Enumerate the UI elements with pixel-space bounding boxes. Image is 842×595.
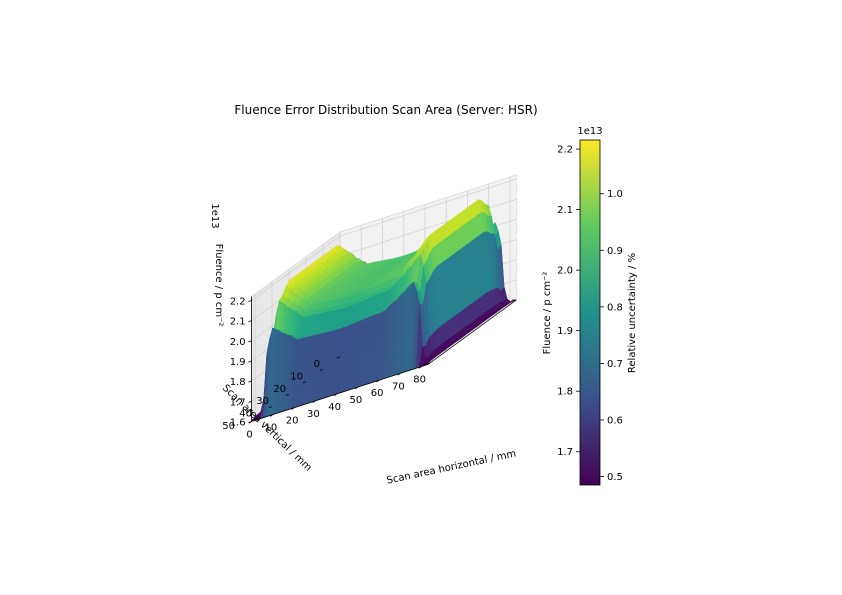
z-tick-label: 2.0: [230, 337, 246, 348]
x-tick-label: 30: [307, 409, 320, 420]
grid-line-z: [339, 178, 517, 237]
y-tick-mark: [268, 406, 273, 409]
x-tick-mark: [376, 379, 380, 383]
colorbar-right-tick-label: 0.8: [607, 302, 623, 313]
colorbar-left-tick-label: 2.1: [557, 205, 573, 216]
colorbar-left-label: Fluence / p cm⁻²: [542, 272, 553, 355]
z-offset-label: 1e13: [209, 203, 220, 228]
y-axis-line: [427, 299, 517, 365]
y-tick-label: 10: [290, 371, 303, 382]
z-tick-label: 1.6: [230, 418, 246, 429]
z-tick-mark: [248, 360, 252, 363]
colorbar: [579, 139, 601, 486]
x-tick-mark: [333, 393, 337, 397]
y-tick-mark: [285, 393, 290, 396]
z-tick-label: 1.9: [230, 357, 246, 368]
z-tick-label: 1.8: [230, 377, 246, 388]
y-tick-label: 0: [314, 359, 320, 370]
surface-plot: [251, 199, 517, 422]
z-tick-mark: [248, 300, 252, 302]
x-tick-label: 0: [246, 430, 252, 441]
x-tick-label: 60: [371, 388, 384, 399]
z-tick-label: 2.1: [230, 317, 246, 328]
y-tick-mark: [251, 418, 256, 421]
y-tick-mark: [302, 381, 307, 384]
z-axis-label: Fluence / p cm⁻²: [213, 244, 224, 327]
y-tick-label: 30: [256, 396, 269, 407]
y-tick-mark: [336, 356, 341, 359]
y-tick-label: 20: [273, 384, 286, 395]
x-tick-label: 10: [265, 423, 278, 434]
x-tick-label: 80: [413, 375, 426, 386]
colorbar-right-label: Relative uncertainty / %: [627, 253, 638, 373]
z-tick-label: 2.2: [230, 297, 246, 308]
z-tick-mark: [248, 320, 252, 323]
colorbar-left-tick-label: 1.9: [557, 326, 573, 337]
grid-line-z: [251, 235, 341, 301]
colorbar-offset-label: 1e13: [577, 126, 602, 137]
x-tick-mark: [270, 414, 274, 417]
axes-3d: 01020304050607080010203040501.61.71.81.9…: [222, 296, 517, 441]
chart-title: Fluence Error Distribution Scan Area (Se…: [234, 103, 537, 117]
y-tick-mark: [319, 369, 324, 371]
x-tick-mark: [418, 366, 422, 369]
x-tick-label: 70: [392, 381, 405, 392]
colorbar-left-tick-label: 2.0: [557, 266, 573, 277]
colorbar-right-tick-label: 0.5: [607, 472, 623, 483]
x-tick-mark: [312, 400, 316, 404]
z-tick-mark: [248, 400, 252, 403]
x-tick-mark: [355, 386, 359, 390]
colorbar-right-tick-label: 0.7: [607, 359, 623, 370]
x-tick-label: 20: [286, 416, 299, 427]
z-tick-label: 1.7: [230, 397, 246, 408]
x-tick-label: 50: [350, 395, 363, 406]
colorbar-left-tick-label: 1.8: [557, 387, 573, 398]
z-tick-mark: [248, 380, 252, 383]
x-tick-mark: [291, 407, 295, 410]
y-tick-label: 50: [222, 421, 235, 432]
x-axis-line: [251, 364, 429, 422]
colorbar-right-tick-label: 0.9: [607, 246, 623, 257]
colorbar-right-tick-label: 0.6: [607, 415, 623, 426]
y-tick-label: 40: [239, 409, 252, 420]
x-tick-label: 40: [328, 402, 341, 413]
colorbar-ticks: 1.7 1.8 1.9 2.0 2.1 2.2 0.5 0.6 0.7 0.8 0.9 1.0: [557, 145, 623, 483]
x-axis-label: Scan area horizontal / mm: [386, 448, 517, 486]
x-tick-mark: [397, 373, 401, 376]
z-tick-mark: [248, 340, 252, 343]
colorbar-left-tick-label: 2.2: [557, 145, 573, 156]
colorbar-right-tick-label: 1.0: [607, 189, 623, 200]
z-tick-mark: [248, 421, 252, 423]
colorbar-left-tick-label: 1.7: [557, 447, 573, 458]
